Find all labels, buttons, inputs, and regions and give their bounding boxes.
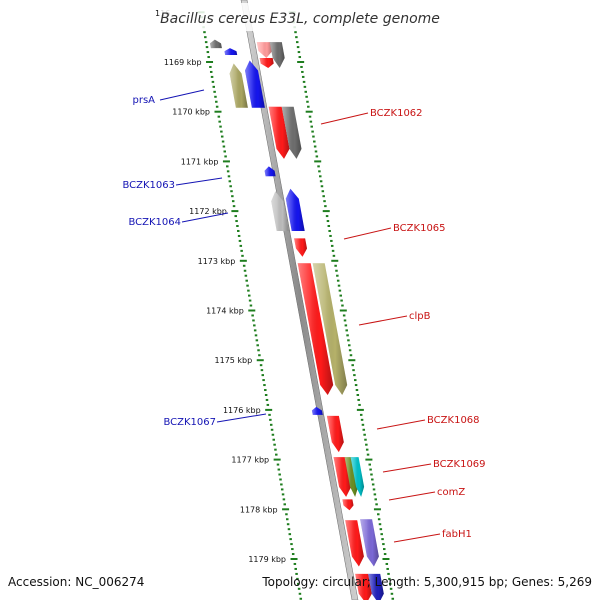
kbp-tick-label: 1169 kbp bbox=[164, 58, 202, 67]
label-leader-bczk1069 bbox=[382, 463, 432, 473]
label-leader-bczk1062 bbox=[320, 112, 369, 125]
gene-feature-shading bbox=[259, 58, 274, 68]
kbp-tick-label: 1175 kbp bbox=[215, 356, 253, 365]
gene-feature-shading bbox=[368, 573, 384, 600]
gene-feature-shading bbox=[355, 573, 372, 600]
gene-feature-shading bbox=[294, 238, 307, 257]
label-leader-prsa bbox=[159, 89, 205, 101]
gene-feature-shading bbox=[342, 499, 354, 511]
gene-feature-shading bbox=[350, 457, 365, 497]
kbp-tick-label: 1179 kbp bbox=[248, 555, 286, 564]
gene-label-bczk1063[interactable]: BCZK1063 bbox=[122, 180, 175, 191]
ruler-ticks bbox=[197, 11, 395, 600]
gene-feature-shading bbox=[268, 106, 290, 159]
topology-text: Topology: circular; Length: 5,300,915 bp… bbox=[261, 575, 592, 589]
gene-feature-shading bbox=[269, 42, 285, 68]
gene-feature-shading bbox=[256, 42, 273, 58]
gene-feature-shading bbox=[297, 263, 334, 395]
gene-feature-shading bbox=[312, 263, 348, 395]
kbp-tick-label: 1173 kbp bbox=[198, 257, 236, 266]
kbp-tick-label: 1171 kbp bbox=[181, 157, 219, 166]
gene-feature-shading bbox=[245, 60, 265, 108]
kbp-tick-label: 1176 kbp bbox=[223, 406, 261, 415]
kbp-tick-label: 1177 kbp bbox=[231, 456, 269, 465]
gene-feature-shading bbox=[345, 520, 364, 567]
gene-label-bczk1068[interactable]: BCZK1068 bbox=[427, 415, 480, 426]
gene-label-bczk1069[interactable]: BCZK1069 bbox=[433, 459, 486, 470]
gene-label-prsa[interactable]: prsA bbox=[132, 95, 155, 106]
gene-feature-shading bbox=[264, 166, 276, 177]
gene-feature-shading bbox=[271, 191, 289, 231]
gene-feature-shading bbox=[311, 406, 323, 415]
gene-features bbox=[210, 39, 384, 600]
accession-text: Accession: NC_006274 bbox=[8, 575, 144, 589]
kbp-tick-label: 1172 kbp bbox=[189, 207, 227, 216]
label-leader-clpb bbox=[358, 315, 408, 326]
kbp-tick-label: 1170 kbp bbox=[172, 108, 210, 117]
label-leader-comz bbox=[388, 491, 436, 501]
title-backdrop bbox=[160, 3, 445, 31]
label-leader-bczk1063 bbox=[175, 177, 223, 186]
gene-label-bczk1062[interactable]: BCZK1062 bbox=[370, 108, 423, 119]
gene-feature-shading bbox=[229, 63, 248, 108]
gene-label-fabh1[interactable]: fabH1 bbox=[442, 529, 472, 540]
gene-label-comz[interactable]: comZ bbox=[437, 487, 465, 498]
gene-label-bczk1067[interactable]: BCZK1067 bbox=[163, 417, 216, 428]
gene-feature-shading bbox=[210, 39, 222, 49]
genome-backbone bbox=[240, 0, 359, 600]
label-leader-fabh1 bbox=[393, 533, 441, 543]
gene-labels: prsA BCZK1063 BCZK1064 BCZK1067 BCZK1062 BCZK… bbox=[122, 89, 486, 543]
gene-feature-shading bbox=[281, 106, 302, 159]
gene-feature-shading bbox=[360, 519, 379, 567]
map-title: Bacillus cereus E33L, complete genome bbox=[160, 11, 440, 27]
gene-feature-shading bbox=[285, 188, 305, 231]
kbp-tick-label: 1178 kbp bbox=[240, 505, 278, 514]
gene-feature-shading bbox=[344, 457, 359, 497]
label-leader-bczk1065 bbox=[343, 227, 392, 240]
gene-feature-shading bbox=[224, 48, 238, 55]
gene-label-bczk1065[interactable]: BCZK1065 bbox=[393, 223, 446, 234]
kbp-tick-label: 1174 kbp bbox=[206, 307, 244, 316]
label-leader-bczk1067 bbox=[216, 413, 267, 423]
label-leader-bczk1068 bbox=[376, 419, 426, 430]
gene-label-clpb[interactable]: clpB bbox=[409, 311, 431, 322]
gene-feature-shading bbox=[326, 415, 344, 453]
label-leader-bczk1064 bbox=[181, 212, 229, 223]
gene-label-bczk1064[interactable]: BCZK1064 bbox=[128, 217, 181, 228]
